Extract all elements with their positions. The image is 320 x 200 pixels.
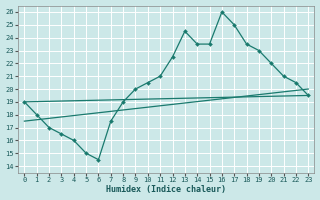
X-axis label: Humidex (Indice chaleur): Humidex (Indice chaleur): [106, 185, 226, 194]
